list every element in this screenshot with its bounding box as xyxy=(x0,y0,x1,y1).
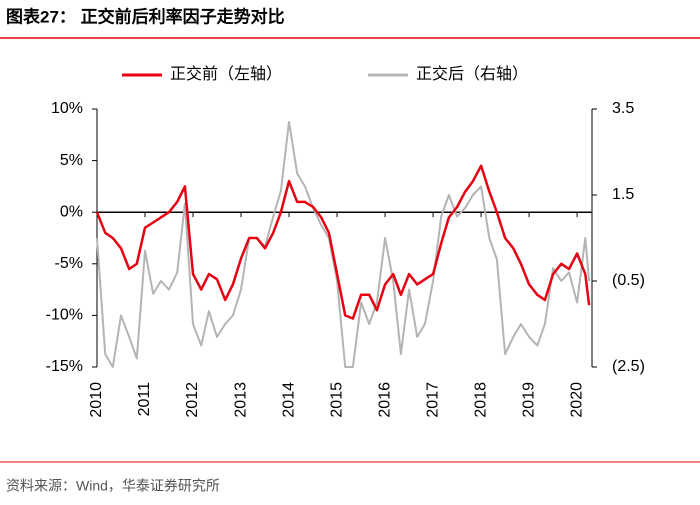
x-tick-label: 2016 xyxy=(376,382,393,418)
x-tick-label: 2018 xyxy=(472,382,489,418)
source: 资料来源：Wind，华泰证券研究所 xyxy=(6,478,220,494)
x-tick-label: 2012 xyxy=(184,382,201,418)
y-tick-label: 5% xyxy=(60,152,83,169)
y2-tick-label: 1.5 xyxy=(612,186,634,203)
x-tick-label: 2019 xyxy=(520,382,537,418)
series-line xyxy=(95,164,591,320)
y-tick-label: 0% xyxy=(60,203,83,220)
y2-tick-label: (0.5) xyxy=(612,272,645,289)
y-tick-label: -15% xyxy=(46,358,83,375)
page-title: 图表27： 正交前后利率因子走势对比 xyxy=(6,6,285,26)
legend-label: 正交后（右轴） xyxy=(416,65,528,83)
legend-label: 正交前（左轴） xyxy=(170,65,282,83)
x-tick-label: 2017 xyxy=(424,382,441,418)
y2-tick-label: (2.5) xyxy=(612,358,645,375)
x-tick-label: 2011 xyxy=(136,382,153,417)
x-tick-label: 2010 xyxy=(88,382,105,418)
y-tick-label: -5% xyxy=(55,255,83,272)
y2-tick-label: 3.5 xyxy=(612,100,634,117)
y-tick-label: 10% xyxy=(51,100,83,117)
y-tick-label: -10% xyxy=(46,307,83,324)
series-line xyxy=(96,120,591,368)
x-tick-label: 2020 xyxy=(568,382,585,418)
x-tick-label: 2014 xyxy=(280,382,297,418)
x-tick-label: 2015 xyxy=(328,382,345,418)
x-tick-label: 2013 xyxy=(232,382,249,418)
